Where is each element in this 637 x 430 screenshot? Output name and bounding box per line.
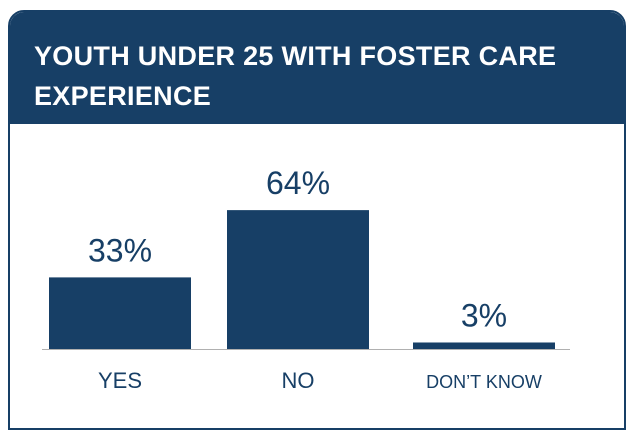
x-tick-label: DON’T KNOW <box>426 372 542 392</box>
card: YOUTH UNDER 25 WITH FOSTER CARE EXPERIEN… <box>8 10 626 430</box>
card-header: YOUTH UNDER 25 WITH FOSTER CARE EXPERIEN… <box>10 12 624 124</box>
page: {"chart_data": {"type": "bar", "title": … <box>8 10 626 430</box>
data-label: 3% <box>461 297 507 333</box>
chart: 33% YES 64% NO 3% DON’T KNOW <box>42 165 570 393</box>
bar <box>413 342 555 349</box>
bar <box>49 277 191 349</box>
chart-title: YOUTH UNDER 25 WITH FOSTER CARE EXPERIEN… <box>34 41 557 111</box>
x-tick-label: YES <box>98 368 142 393</box>
data-label: 64% <box>266 165 330 201</box>
bar <box>227 210 369 349</box>
x-tick-label: NO <box>282 368 315 393</box>
data-label: 33% <box>88 232 152 268</box>
